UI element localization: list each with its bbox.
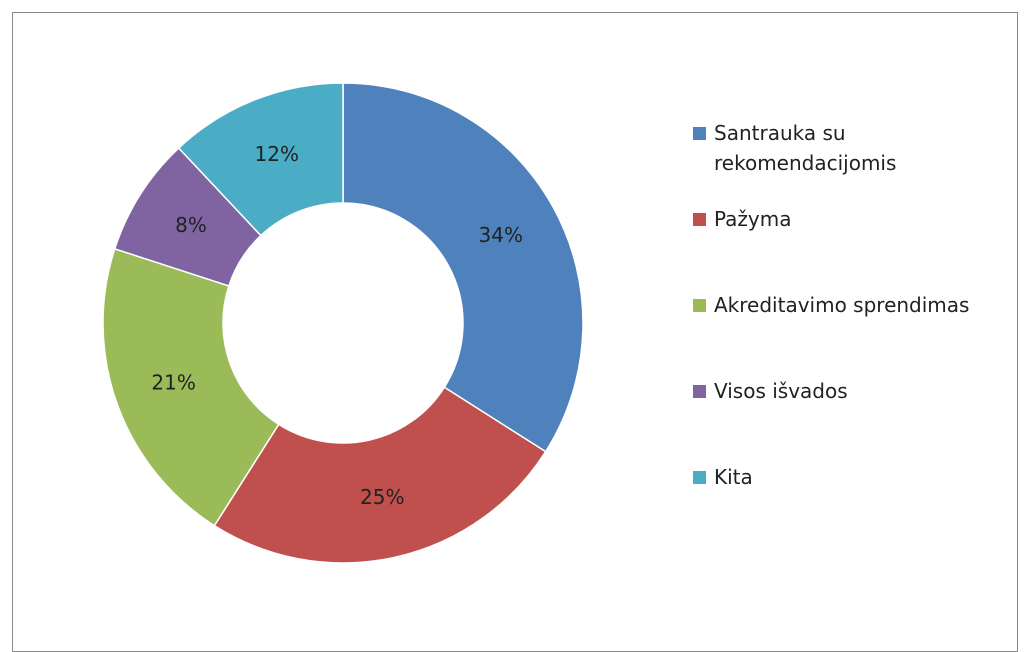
- legend-swatch: [693, 471, 706, 484]
- data-label: 12%: [255, 142, 299, 166]
- data-label: 21%: [151, 370, 195, 394]
- legend-swatch: [693, 385, 706, 398]
- data-label: 34%: [479, 223, 523, 247]
- legend-label: Visos išvados: [714, 379, 848, 403]
- data-label: 8%: [175, 213, 207, 237]
- donut-slice: [213, 386, 547, 564]
- legend-item: Akreditavimo sprendimas: [693, 290, 1003, 376]
- legend-label: Akreditavimo sprendimas: [714, 293, 970, 317]
- legend-swatch: [693, 299, 706, 312]
- donut-slice: [342, 82, 584, 453]
- legend: Santrauka su rekomendacijomis Pažyma Akred…: [693, 118, 1003, 548]
- chart: 34% 25% 21% 8% 12%: [102, 82, 584, 564]
- legend-item: Kita: [693, 462, 1003, 548]
- data-label: 25%: [360, 485, 404, 509]
- legend-label: Pažyma: [714, 207, 792, 231]
- legend-swatch: [693, 213, 706, 226]
- legend-swatch: [693, 127, 706, 140]
- legend-label: Kita: [714, 465, 753, 489]
- donut-slice: [102, 247, 280, 527]
- legend-label: Santrauka su rekomendacijomis: [714, 121, 897, 175]
- legend-item: Santrauka su rekomendacijomis: [693, 118, 1003, 204]
- donut-slice: [177, 82, 344, 237]
- page: {"chart_data": {"type": "donut", "catego…: [12, 12, 1018, 652]
- legend-item: Pažyma: [693, 204, 1003, 290]
- legend-item: Visos išvados: [693, 376, 1003, 462]
